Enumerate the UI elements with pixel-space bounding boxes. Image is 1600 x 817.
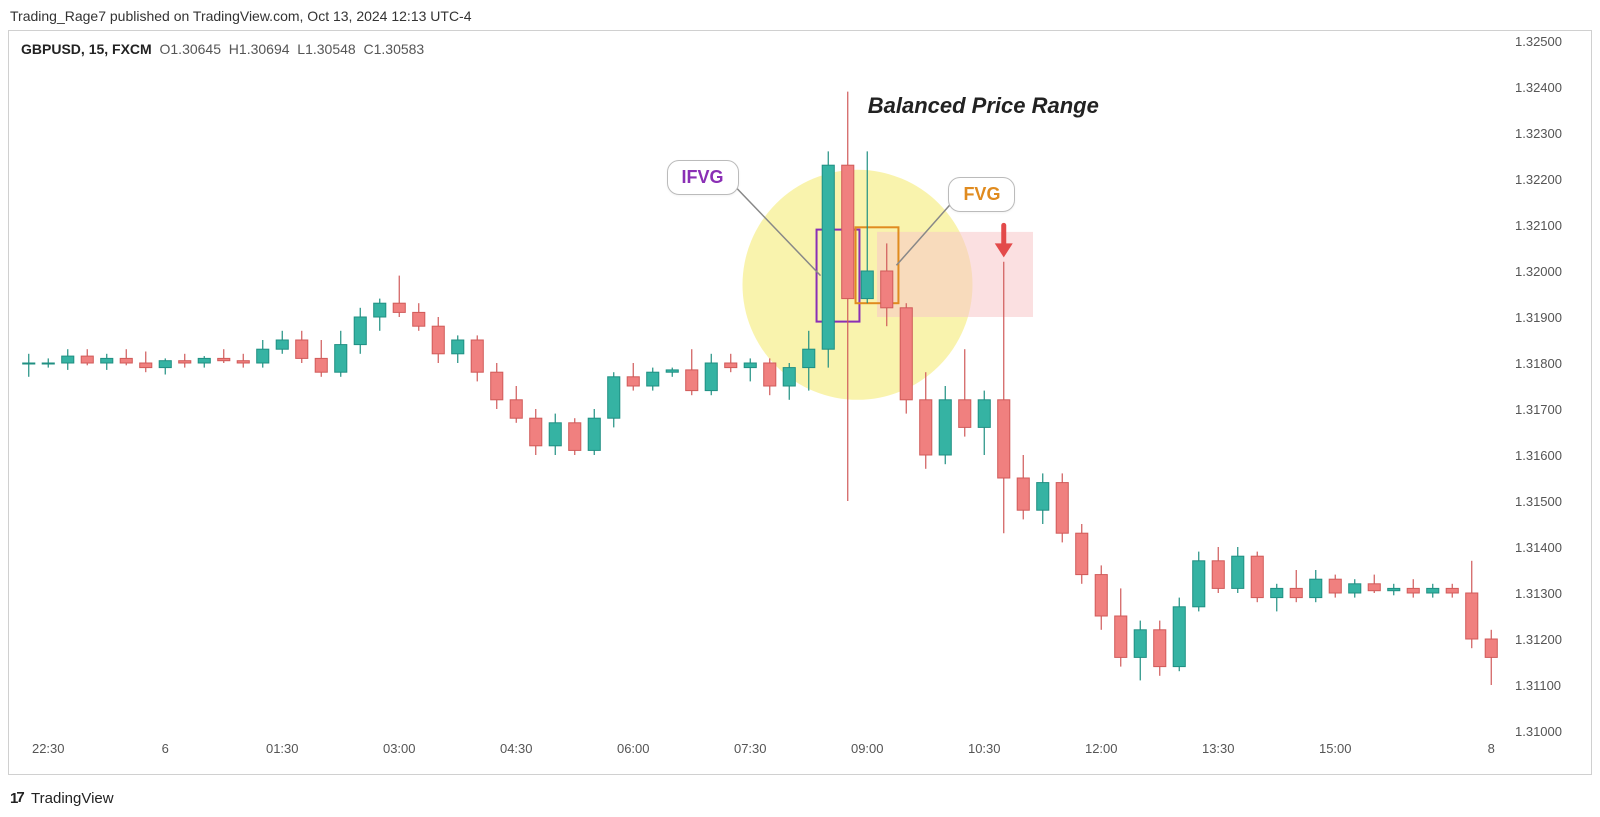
svg-text:10:30: 10:30 bbox=[968, 741, 1001, 756]
svg-text:6: 6 bbox=[162, 741, 169, 756]
tv-logo-icon: 17 bbox=[10, 790, 23, 807]
svg-text:1.32200: 1.32200 bbox=[1515, 172, 1562, 187]
svg-text:1.32100: 1.32100 bbox=[1515, 218, 1562, 233]
svg-text:1.31100: 1.31100 bbox=[1515, 678, 1561, 693]
symbol-info: GBPUSD, 15, FXCM O1.30645 H1.30694 L1.30… bbox=[21, 41, 424, 57]
svg-text:1.32300: 1.32300 bbox=[1515, 126, 1562, 141]
svg-text:1.32500: 1.32500 bbox=[1515, 34, 1562, 49]
svg-text:13:30: 13:30 bbox=[1202, 741, 1235, 756]
svg-text:8: 8 bbox=[1488, 741, 1495, 756]
publish-header: Trading_Rage7 published on TradingView.c… bbox=[0, 0, 1600, 28]
svg-text:04:30: 04:30 bbox=[500, 741, 533, 756]
callout-ifvg: IFVG bbox=[667, 160, 739, 195]
publish-line: Trading_Rage7 published on TradingView.c… bbox=[10, 8, 472, 24]
svg-text:1.31600: 1.31600 bbox=[1515, 448, 1562, 463]
svg-text:1.31200: 1.31200 bbox=[1515, 632, 1562, 647]
svg-text:1.31900: 1.31900 bbox=[1515, 310, 1562, 325]
svg-text:15:00: 15:00 bbox=[1319, 741, 1352, 756]
footer-brand: 17 TradingView bbox=[10, 790, 114, 807]
annotation-title: Balanced Price Range bbox=[868, 93, 1099, 119]
svg-text:06:00: 06:00 bbox=[617, 741, 650, 756]
svg-text:09:00: 09:00 bbox=[851, 741, 884, 756]
svg-text:1.32000: 1.32000 bbox=[1515, 264, 1562, 279]
svg-text:03:00: 03:00 bbox=[383, 741, 416, 756]
svg-text:1.31300: 1.31300 bbox=[1515, 586, 1562, 601]
svg-text:1.31400: 1.31400 bbox=[1515, 540, 1562, 555]
svg-text:07:30: 07:30 bbox=[734, 741, 767, 756]
callout-fvg: FVG bbox=[948, 177, 1015, 212]
svg-text:22:30: 22:30 bbox=[32, 741, 65, 756]
svg-text:1.31700: 1.31700 bbox=[1515, 402, 1562, 417]
svg-text:1.31500: 1.31500 bbox=[1515, 494, 1562, 509]
svg-text:12:00: 12:00 bbox=[1085, 741, 1118, 756]
svg-text:1.31800: 1.31800 bbox=[1515, 356, 1562, 371]
chart-svg[interactable]: 1.31000 1.31100 1.31200 1.31300 1.31400 1.315… bbox=[9, 31, 1591, 774]
svg-text:1.32400: 1.32400 bbox=[1515, 80, 1562, 95]
svg-text:1.31000: 1.31000 bbox=[1515, 724, 1562, 739]
chart-container[interactable]: GBPUSD, 15, FXCM O1.30645 H1.30694 L1.30… bbox=[8, 30, 1592, 775]
svg-text:01:30: 01:30 bbox=[266, 741, 299, 756]
